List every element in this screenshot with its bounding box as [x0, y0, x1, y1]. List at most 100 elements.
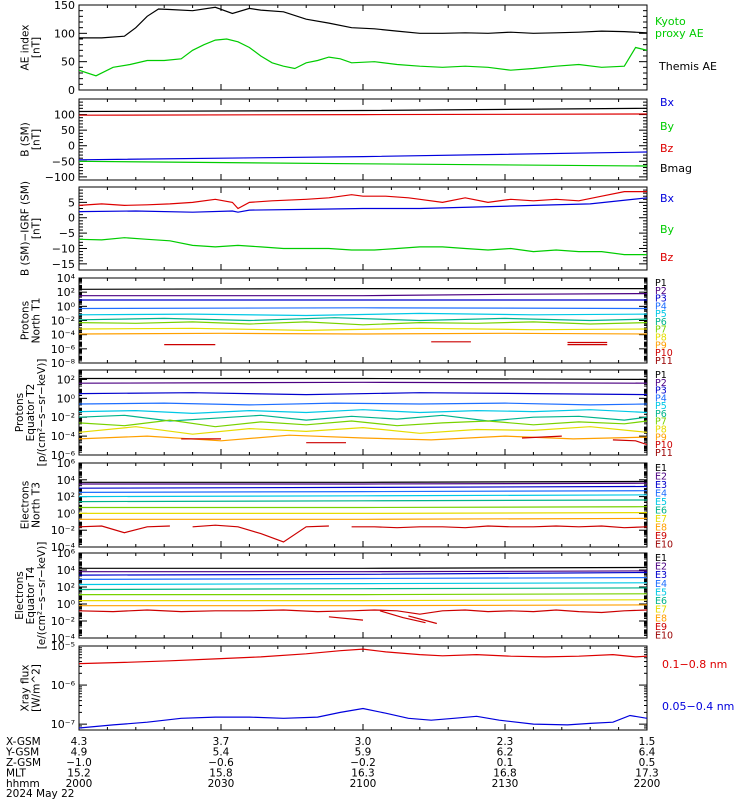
y-tick-label: 100: [54, 109, 75, 122]
ephemeris-value: 2100: [350, 778, 377, 790]
legend-entry: P1: [655, 370, 667, 381]
y-tick-label: 10⁻⁸: [51, 357, 76, 370]
series-line-p5: [79, 312, 647, 317]
y-axis-label: B (SM): [20, 122, 32, 156]
y-tick-label: 10⁻⁴: [51, 329, 76, 342]
y-tick-label: 10²: [57, 286, 75, 299]
y-axis-label: Protons: [20, 301, 32, 340]
series-line-p4: [79, 402, 647, 406]
series-line-e10: [79, 609, 647, 615]
legend-entry: E8: [655, 523, 667, 534]
legend-entry: P1: [655, 278, 667, 289]
legend-entry: Bx: [660, 96, 675, 109]
y-tick-label: 10⁻²: [51, 411, 75, 424]
legend-entry: P7: [655, 325, 667, 336]
legend-entry: P3: [655, 386, 667, 397]
series-line-e8: [79, 599, 647, 602]
legend-entry: P6: [655, 317, 667, 328]
y-tick-label: 10²: [57, 581, 75, 594]
series-line-p10d: [612, 439, 647, 446]
legend-entry: P10: [655, 440, 673, 451]
legend-entry: P2: [655, 378, 667, 389]
ephemeris-value: 15.2: [67, 768, 90, 780]
legend-entry: E5: [655, 497, 667, 508]
y-tick-label: 10⁶: [57, 457, 76, 470]
legend-entry: E10: [655, 540, 673, 551]
y-tick-label: 10⁴: [57, 474, 76, 487]
series-line-p10c: [521, 435, 562, 439]
y-tick-label: 10²: [57, 491, 75, 504]
legend-entry: By: [660, 223, 675, 236]
legend-entry: P6: [655, 409, 667, 420]
y-tick-label: 10⁻⁵: [51, 640, 75, 653]
series-line-e5: [79, 582, 647, 586]
y-tick-label: 10⁴: [57, 564, 76, 577]
series-line-p4: [79, 307, 647, 310]
legend-entry: P11: [655, 356, 673, 367]
ephemeris-row-label: X-GSM: [6, 736, 41, 748]
y-tick-label: 10⁰: [57, 392, 76, 405]
ephemeris-row-label: hhmm: [6, 778, 40, 790]
y-axis-label: Xray flux: [20, 665, 32, 712]
legend-entry: P5: [655, 309, 667, 320]
legend-entry: E3: [655, 480, 667, 491]
y-axis-label: [nT]: [31, 37, 43, 58]
legend-entry: E7: [655, 514, 667, 525]
series-line-e4: [79, 576, 647, 581]
series-line-e6: [79, 499, 647, 503]
ephemeris-value: −0.6: [208, 757, 234, 769]
series-line-e7: [79, 506, 647, 509]
legend-entry: 0.05−0.4 nm: [662, 700, 734, 713]
series-line-by: [79, 160, 647, 167]
legend-entry: E9: [655, 531, 667, 542]
legend-entry: E6: [655, 506, 667, 517]
series-line-kyoto-proxy-ae: [79, 38, 647, 77]
series-line-e10a: [79, 525, 170, 534]
series-line-e6: [79, 587, 647, 591]
ephemeris-value: 5.4: [213, 747, 230, 759]
series-line-bx: [79, 197, 647, 213]
legend-entry: E10: [655, 631, 673, 642]
plot-frame: [78, 552, 648, 639]
legend-entry: P10: [655, 348, 673, 359]
series-line-0-1-0-8-nm: [79, 648, 647, 665]
series-line-e3: [79, 571, 647, 576]
y-tick-label: 10⁻⁴: [51, 632, 76, 645]
y-axis-label: [nT]: [31, 129, 43, 150]
series-line-p8: [79, 426, 647, 435]
legend-entry: E7: [655, 605, 667, 616]
series-line-e10c: [351, 525, 647, 529]
panel-p_equator: 10⁻⁶ 10⁻⁴ 10⁻² 10⁰ 10² Protons Equator T2 [p/(c…: [14, 359, 673, 467]
panel-xray: 10⁻⁷ 10⁻⁶ 10⁻⁵ Xray flux [W/m^2] 0.1−0.8 nm 0.…: [20, 640, 735, 731]
y-tick-label: 10⁻⁶: [51, 343, 76, 356]
ephemeris-value: 17.3: [635, 768, 658, 780]
ephemeris-value: 15.8: [209, 768, 232, 780]
y-axis-label: North T1: [31, 298, 43, 344]
series-line-e5: [79, 494, 647, 498]
y-tick-label: −15: [52, 258, 75, 271]
ephemeris-value: 3.7: [213, 736, 230, 748]
y-tick-label: 10⁰: [57, 598, 76, 611]
y-tick-label: 10⁰: [57, 507, 76, 520]
plot-frame: [78, 462, 648, 548]
series-line-p9: [79, 332, 647, 335]
y-tick-label: 10⁻⁷: [51, 718, 75, 731]
legend-entry: E2: [655, 472, 667, 483]
series-line-e1: [79, 480, 647, 483]
y-axis-label: [nT]: [31, 218, 43, 239]
y-axis-label: Protons: [14, 393, 26, 432]
y-axis-label: B (SM)−IGRF (SM): [20, 181, 32, 276]
series-line-e9: [79, 517, 647, 520]
ephemeris-value: 2200: [634, 778, 661, 790]
y-tick-label: 100: [54, 27, 75, 40]
series-line-p1: [79, 377, 647, 380]
legend-entry: E8: [655, 613, 667, 624]
plot-frame: [78, 645, 648, 731]
legend-entry: P8: [655, 333, 667, 344]
series-line-bmag: [79, 107, 647, 113]
y-axis-label: Electrons: [20, 481, 32, 530]
y-tick-label: 0: [68, 212, 75, 225]
